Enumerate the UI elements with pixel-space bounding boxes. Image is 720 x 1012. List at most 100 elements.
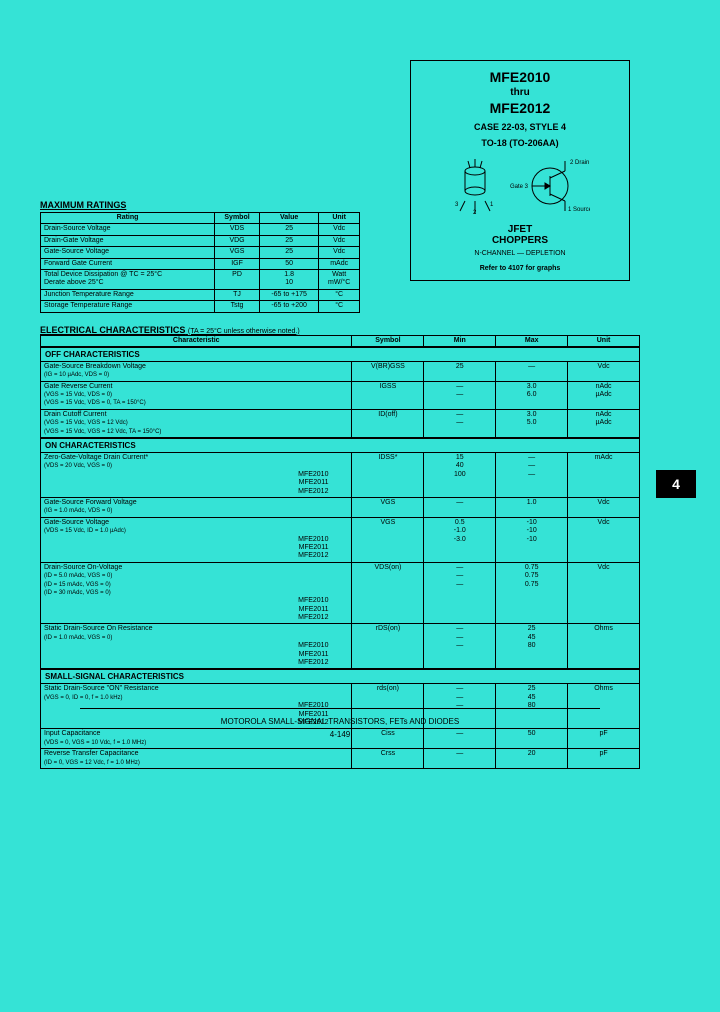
char-min: — [424,749,496,769]
rating-unit: °C [319,301,360,312]
char-min: 25 [424,361,496,381]
char-max: 254580 [496,624,568,669]
rating-name: Gate-Source Voltage [41,247,215,258]
rating-unit: Vdc [319,224,360,235]
datasheet-page: MFE2010 thru MFE2012 CASE 22-03, STYLE 4… [40,60,640,769]
part-header-box: MFE2010 thru MFE2012 CASE 22-03, STYLE 4… [410,60,630,281]
char-name: Gate-Source Forward Voltage(IG = 1.0 mAd… [41,497,352,517]
rating-value: 50 [260,258,319,269]
char-symbol: rDS(on) [352,624,424,669]
rating-name: Total Device Dissipation @ TC = 25°CDera… [41,269,215,289]
char-max: 0.750.750.75 [496,562,568,624]
char-max: 3.05.0 [496,409,568,437]
rating-symbol: VDS [215,224,260,235]
col-symbol: Symbol [215,213,260,224]
rating-name: Junction Temperature Range [41,289,215,300]
rating-unit: WattmW/°C [319,269,360,289]
rating-symbol: VGS [215,247,260,258]
char-unit: mAdc [568,453,640,498]
svg-text:Gate 3: Gate 3 [510,184,529,190]
char-min: 0.5-1.0-3.0 [424,517,496,562]
char-symbol: VGS [352,497,424,517]
char-name: Drain Cutoff Current(VGS = 15 Vdc, VGS =… [41,409,352,437]
col-max: Max [496,335,568,346]
col-min: Min [424,335,496,346]
rating-name: Drain-Source Voltage [41,224,215,235]
rating-symbol: IGF [215,258,260,269]
on-char-table: Zero-Gate-Voltage Drain Current*(VDS = 2… [40,452,640,669]
char-unit: Vdc [568,562,640,624]
col-unit: Unit [319,213,360,224]
svg-text:1: 1 [490,202,494,208]
chopper-label: CHOPPERS [419,235,621,246]
page-footer: MOTOROLA SMALL-SIGNAL TRANSISTORS, FETs … [40,708,640,739]
char-symbol: IDSS* [352,453,424,498]
side-tab: 4 [656,470,696,498]
char-min: 1540100 [424,453,496,498]
char-symbol: V(BR)GSS [352,361,424,381]
char-min: ——— [424,624,496,669]
char-max: -10-10-10 [496,517,568,562]
off-char-table: Gate-Source Breakdown Voltage(IG = 10 µA… [40,361,640,438]
rating-value: 25 [260,224,319,235]
elec-char-table: Characteristic Symbol Min Max Unit [40,335,640,347]
char-name: Static Drain-Source On Resistance(ID = 1… [41,624,352,669]
max-ratings-table: Rating Symbol Value Unit Drain-Source Vo… [40,212,360,313]
rating-name: Drain-Gate Voltage [41,235,215,246]
rating-symbol: Tstg [215,301,260,312]
char-unit: nAdcµAdc [568,409,640,437]
rating-value: -65 to +200 [260,301,319,312]
rating-unit: Vdc [319,247,360,258]
char-name: Gate-Source Voltage(VDS = 15 Vdc, ID = 1… [41,517,352,562]
char-min: —— [424,409,496,437]
refer-label: Refer to 4107 for graphs [419,265,621,272]
rating-symbol: VDG [215,235,260,246]
channel-label: N-CHANNEL — DEPLETION [419,250,621,257]
rating-unit: Vdc [319,235,360,246]
rating-value: 25 [260,247,319,258]
rating-name: Forward Gate Current [41,258,215,269]
char-symbol: Crss [352,749,424,769]
part-number-2: MFE2012 [419,100,621,116]
elec-char-title: ELECTRICAL CHARACTERISTICS (TA = 25°C un… [40,325,640,335]
char-unit: Ohms [568,624,640,669]
char-max: 3.06.0 [496,381,568,409]
char-unit: nAdcµAdc [568,381,640,409]
char-name: Gate-Source Breakdown Voltage(IG = 10 µA… [41,361,352,381]
svg-text:3: 3 [455,202,459,208]
footer-text: MOTOROLA SMALL-SIGNAL TRANSISTORS, FETs … [40,717,640,726]
rating-unit: mAdc [319,258,360,269]
svg-text:2 Drain: 2 Drain [570,160,589,166]
on-char-title: ON CHARACTERISTICS [40,438,640,452]
char-symbol: VDS(on) [352,562,424,624]
off-char-title: OFF CHARACTERISTICS [40,347,640,361]
char-min: ——— [424,562,496,624]
svg-text:2: 2 [473,210,477,216]
page-number: 4-149 [40,730,640,739]
svg-text:1 Source: 1 Source [568,207,590,213]
rating-symbol: PD [215,269,260,289]
char-name: Zero-Gate-Voltage Drain Current*(VDS = 2… [41,453,352,498]
part-number-1: MFE2010 [419,69,621,85]
col-symbol: Symbol [352,335,424,346]
char-name: Gate Reverse Current(VGS = 15 Vdc, VDS =… [41,381,352,409]
char-max: ——— [496,453,568,498]
col-characteristic: Characteristic [41,335,352,346]
rating-name: Storage Temperature Range [41,301,215,312]
col-rating: Rating [41,213,215,224]
char-unit: Vdc [568,361,640,381]
col-unit: Unit [568,335,640,346]
char-min: — [424,497,496,517]
char-symbol: ID(off) [352,409,424,437]
char-max: 1.0 [496,497,568,517]
char-unit: Vdc [568,517,640,562]
char-unit: Vdc [568,497,640,517]
char-max: 20 [496,749,568,769]
transistor-diagram: 2 Drain Gate 3 1 Source 3 2 1 [450,156,590,216]
char-min: —— [424,381,496,409]
rating-symbol: TJ [215,289,260,300]
part-thru: thru [419,87,621,98]
rating-value: 1.810 [260,269,319,289]
rating-value: -65 to +175 [260,289,319,300]
col-value: Value [260,213,319,224]
